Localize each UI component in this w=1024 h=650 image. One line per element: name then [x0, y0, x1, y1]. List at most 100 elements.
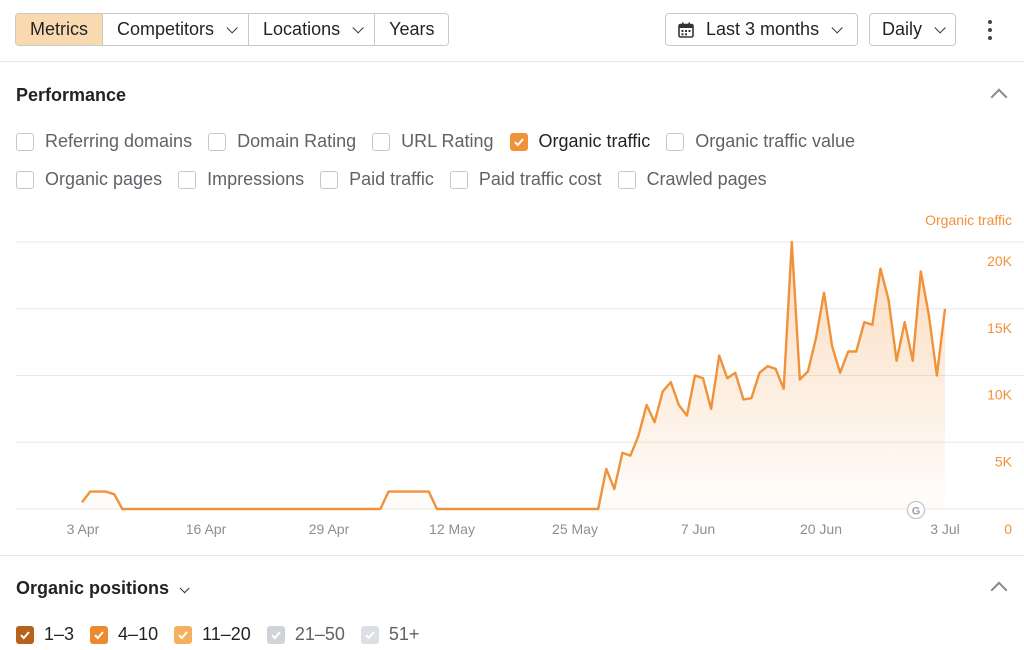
metric-paid-traffic-cost[interactable]: Paid traffic cost [449, 169, 602, 190]
metric-label: Organic traffic value [695, 131, 855, 151]
google-update-marker-label: G [912, 506, 921, 518]
y-tick-label: 5K [995, 453, 1013, 469]
checkbox[interactable] [449, 170, 468, 189]
tab-metrics[interactable]: Metrics [16, 14, 103, 45]
metric-url-rating[interactable]: URL Rating [372, 131, 494, 152]
chevron-down-icon [352, 21, 364, 34]
chevron-down-icon [226, 21, 238, 34]
x-tick-label: 3 Jul [930, 521, 960, 537]
date-range-dropdown[interactable]: Last 3 months [665, 13, 858, 46]
organic-traffic-area [82, 242, 945, 509]
position-label: 4–10 [118, 624, 159, 644]
chevron-down-icon [934, 21, 946, 34]
position-filters: 1–3 4–10 11–20 21–50 51+ [16, 624, 435, 645]
position-1-3[interactable]: 1–3 [16, 624, 74, 645]
metric-referring-domains[interactable]: Referring domains [16, 131, 192, 152]
position-label: 21–50 [294, 624, 345, 644]
checkbox-checked[interactable] [174, 625, 193, 644]
organic-positions-title[interactable]: Organic positions [16, 578, 190, 599]
checkbox[interactable] [372, 132, 391, 151]
frequency-dropdown[interactable]: Daily [869, 13, 956, 46]
metric-label: URL Rating [401, 131, 494, 151]
tab-years[interactable]: Years [375, 14, 449, 45]
metric-label: Crawled pages [646, 169, 767, 189]
chevron-up-icon[interactable] [990, 581, 1008, 599]
y-axis-label: Organic traffic [925, 212, 1012, 228]
metric-organic-pages[interactable]: Organic pages [16, 169, 162, 190]
date-range-label: Last 3 months [706, 19, 820, 39]
tab-locations[interactable]: Locations [249, 14, 376, 45]
organic-traffic-chart: 20K 15K 10K 5K 0 3 Apr 16 Apr 29 Apr 12 May 25 Ma… [0, 205, 1024, 545]
more-vertical-icon[interactable] [980, 18, 1000, 42]
view-segmented-control: Metrics Competitors Locations Years [15, 13, 450, 46]
position-label: 11–20 [202, 624, 251, 644]
checkbox-checked[interactable] [90, 625, 109, 644]
metric-label: Paid traffic [349, 169, 434, 189]
x-tick-label: 12 May [429, 521, 475, 537]
section-divider [0, 555, 1024, 556]
frequency-label: Daily [882, 19, 923, 39]
checkbox-unchecked[interactable] [360, 625, 379, 644]
organic-traffic-line[interactable] [81, 240, 947, 511]
metric-label: Organic traffic [538, 131, 651, 151]
organic-positions-label: Organic positions [16, 578, 170, 598]
y-tick-label: 15K [987, 320, 1013, 336]
checkbox-checked[interactable] [509, 132, 528, 151]
chevron-down-icon [179, 583, 190, 594]
position-51-plus[interactable]: 51+ [360, 624, 420, 645]
metric-crawled-pages[interactable]: Crawled pages [617, 169, 767, 190]
x-tick-label: 20 Jun [800, 521, 842, 537]
calendar-icon [678, 22, 694, 38]
metrics-row-1: Referring domains Domain Rating URL Rati… [16, 131, 871, 152]
tab-competitors[interactable]: Competitors [103, 14, 250, 45]
checkbox[interactable] [617, 170, 636, 189]
checkbox[interactable] [320, 170, 339, 189]
chevron-down-icon [831, 21, 843, 34]
position-4-10[interactable]: 4–10 [90, 624, 158, 645]
checkbox-unchecked[interactable] [266, 625, 285, 644]
x-tick-label: 7 Jun [681, 521, 715, 537]
metrics-row-2: Organic pages Impressions Paid traffic P… [16, 169, 783, 190]
y-tick-label: 10K [987, 387, 1013, 403]
position-label: 51+ [388, 624, 420, 644]
position-label: 1–3 [44, 624, 75, 644]
x-tick-label: 3 Apr [67, 521, 100, 537]
chart-canvas: 20K 15K 10K 5K 0 3 Apr 16 Apr 29 Apr 12 May 25 Ma… [16, 212, 1024, 537]
tab-competitors-label: Competitors [117, 19, 215, 39]
checkbox[interactable] [666, 132, 685, 151]
performance-title: Performance [16, 85, 127, 105]
checkmark-icon [271, 630, 281, 639]
metric-domain-rating[interactable]: Domain Rating [208, 131, 356, 152]
checkbox[interactable] [16, 132, 34, 151]
checkmark-icon [365, 630, 375, 639]
metric-impressions[interactable]: Impressions [178, 169, 304, 190]
checkbox[interactable] [16, 170, 34, 189]
metric-label: Referring domains [45, 131, 193, 151]
position-21-50[interactable]: 21–50 [266, 624, 345, 645]
google-update-marker[interactable]: G [906, 500, 926, 520]
metric-label: Paid traffic cost [478, 169, 602, 189]
tab-locations-label: Locations [263, 19, 341, 39]
metric-paid-traffic[interactable]: Paid traffic [320, 169, 434, 190]
y-tick-label: 20K [987, 253, 1013, 269]
chevron-up-icon[interactable] [990, 88, 1008, 106]
tab-years-label: Years [389, 19, 435, 39]
x-tick-label: 25 May [552, 521, 598, 537]
checkbox-checked[interactable] [16, 625, 34, 644]
metric-organic-traffic[interactable]: Organic traffic [509, 131, 651, 152]
x-tick-label: 16 Apr [186, 521, 227, 537]
checkbox[interactable] [178, 170, 197, 189]
x-tick-label: 29 Apr [309, 521, 350, 537]
checkmark-icon [20, 630, 30, 639]
position-11-20[interactable]: 11–20 [174, 624, 251, 645]
tab-metrics-label: Metrics [30, 19, 88, 39]
checkbox[interactable] [208, 132, 227, 151]
metric-label: Impressions [207, 169, 305, 189]
metric-label: Domain Rating [237, 131, 357, 151]
y-tick-label: 0 [1004, 521, 1012, 537]
metric-organic-traffic-value[interactable]: Organic traffic value [666, 131, 855, 152]
metric-label: Organic pages [45, 169, 163, 189]
toolbar: Metrics Competitors Locations Years Last… [0, 0, 1024, 62]
checkmark-icon [513, 137, 524, 146]
checkmark-icon [178, 630, 188, 639]
